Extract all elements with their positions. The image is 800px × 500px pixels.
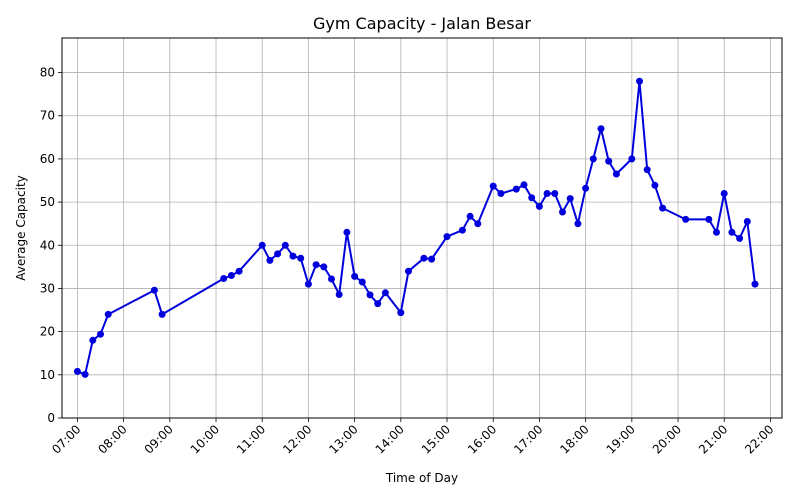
data-point (220, 275, 228, 282)
x-tick-label: 17:00 (511, 422, 545, 456)
series-line (77, 80, 756, 376)
data-point (458, 226, 466, 234)
data-point (73, 367, 81, 375)
x-tick-label: 14:00 (373, 422, 407, 456)
data-point (643, 166, 651, 174)
x-tick-label: 19:00 (604, 422, 638, 456)
data-point (582, 184, 590, 192)
data-point (304, 280, 312, 288)
x-tick-label: 15:00 (419, 422, 453, 456)
data-point (381, 289, 389, 297)
data-point (274, 250, 282, 258)
data-point (97, 330, 104, 338)
data-point (559, 208, 566, 216)
data-point (428, 255, 436, 263)
data-point (258, 241, 266, 249)
data-point (497, 190, 505, 197)
data-point (158, 310, 166, 318)
data-point (420, 254, 428, 262)
grid (62, 38, 782, 419)
data-point (751, 280, 759, 288)
data-point (628, 155, 636, 163)
x-tick-label: 22:00 (742, 422, 776, 456)
data-point (266, 256, 274, 264)
data-point (466, 212, 474, 220)
data-point (366, 291, 374, 299)
data-point (520, 181, 528, 189)
data-point (281, 241, 289, 249)
data-point (227, 272, 235, 279)
data-point (297, 254, 305, 262)
x-axis-label: Time of Day (385, 471, 458, 485)
data-point (343, 228, 351, 236)
x-tick-label: 08:00 (95, 422, 129, 456)
data-point (612, 170, 620, 178)
data-point (636, 77, 643, 85)
data-point (81, 370, 89, 378)
y-tick-label: 10 (40, 368, 55, 382)
data-point (651, 181, 659, 189)
x-axis-ticks: 07:00 08:00 09:00 10:00 11:00 12:00 13:00 14:00… (49, 418, 777, 457)
data-point (320, 263, 328, 271)
x-tick-label: 11:00 (234, 422, 268, 456)
data-point (89, 336, 97, 344)
x-tick-label: 16:00 (465, 422, 499, 456)
data-point (743, 218, 751, 225)
data-point (443, 233, 451, 241)
x-tick-label: 21:00 (696, 422, 730, 456)
data-point (374, 300, 382, 308)
data-point (358, 278, 366, 286)
data-point (351, 272, 359, 280)
data-point (736, 234, 744, 242)
chart-title: Gym Capacity - Jalan Besar (313, 14, 531, 33)
data-point (551, 190, 559, 197)
y-tick-label: 0 (47, 411, 55, 425)
data-point (328, 275, 335, 283)
y-axis-label: Average Capacity (14, 175, 28, 281)
y-tick-label: 50 (40, 195, 55, 209)
x-tick-label: 07:00 (49, 422, 83, 456)
data-point (489, 182, 497, 190)
data-point (728, 228, 736, 236)
data-point (713, 228, 720, 236)
y-axis-ticks: 0 10 20 30 40 50 60 70 80 (40, 66, 62, 425)
data-point (682, 215, 690, 223)
data-point (535, 202, 543, 210)
data-point (235, 267, 243, 275)
data-point (104, 310, 112, 318)
data-point (150, 286, 158, 294)
y-tick-label: 60 (40, 152, 55, 166)
data-point (289, 252, 297, 260)
y-tick-label: 80 (40, 66, 55, 80)
data-point (705, 215, 713, 223)
plot-frame (61, 37, 783, 419)
data-point (574, 220, 582, 228)
x-tick-label: 18:00 (557, 422, 591, 456)
y-tick-label: 40 (40, 238, 55, 252)
data-point (543, 190, 551, 197)
data-point (589, 155, 597, 163)
data-point (335, 291, 343, 298)
data-point (566, 195, 574, 203)
y-tick-label: 20 (40, 325, 55, 339)
x-tick-label: 12:00 (280, 422, 314, 456)
x-tick-label: 20:00 (650, 422, 684, 456)
data-point (659, 204, 667, 212)
data-point (512, 185, 520, 193)
data-point (597, 125, 605, 133)
data-point (312, 261, 320, 269)
y-tick-label: 30 (40, 281, 55, 295)
data-point (474, 220, 482, 228)
x-tick-label: 13:00 (326, 422, 360, 456)
data-point (405, 267, 412, 275)
x-tick-label: 09:00 (142, 422, 176, 456)
data-point (720, 190, 728, 197)
data-point (605, 157, 613, 165)
data-point (528, 194, 536, 202)
y-tick-label: 70 (40, 109, 55, 123)
data-point (397, 309, 405, 317)
x-tick-label: 10:00 (188, 422, 222, 456)
series-capacity (73, 77, 759, 378)
